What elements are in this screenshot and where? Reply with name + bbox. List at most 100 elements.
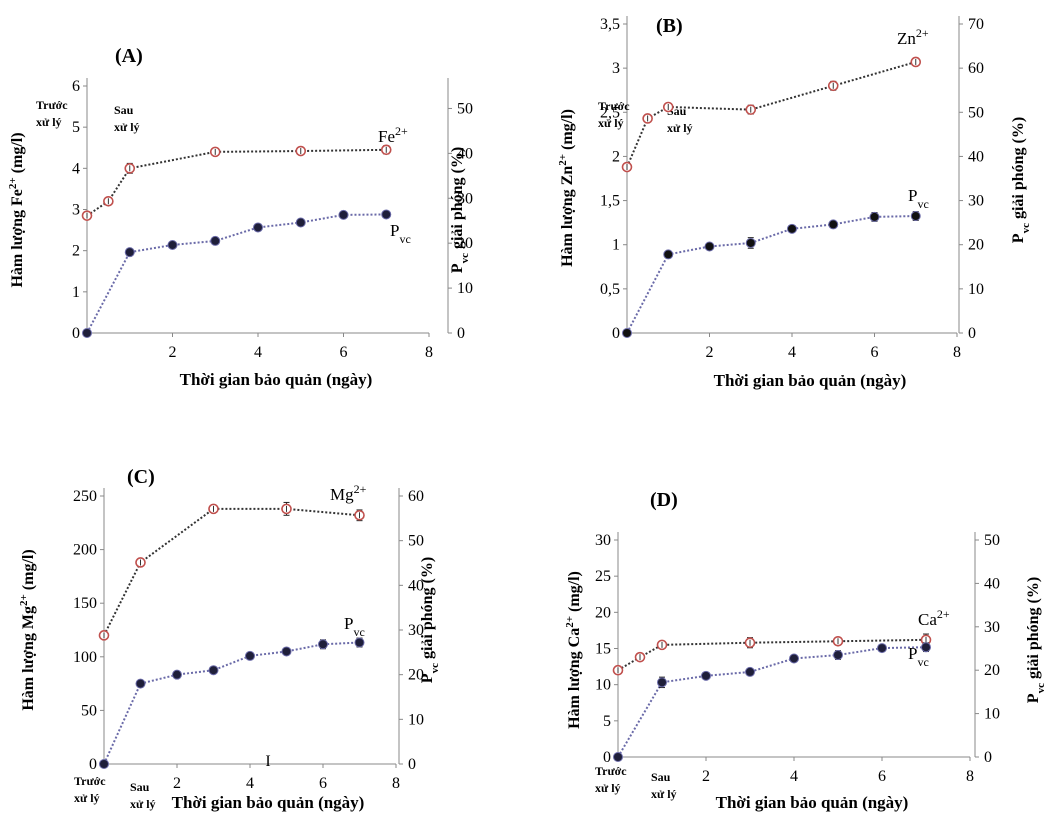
left-tick-label: 5 [603,713,611,730]
right-tick-label: 30 [408,622,424,639]
data-point-p [833,650,843,661]
x-tick-label: 2 [702,768,710,785]
x-category-label: xử lý [130,797,156,811]
series-label-ca: Ca2+ [918,607,950,629]
left-tick-label: 3 [612,60,620,77]
data-point-p [354,637,365,648]
right-tick-label: 0 [984,749,992,766]
left-axis-title-sup: 2+ [557,154,569,166]
series-line-zn [626,61,917,168]
series-line-mg [103,507,360,636]
x-category-label: xử lý [651,787,677,801]
x-tick-label: 4 [790,768,798,785]
left-axis-title-part: (mg/l) [559,109,576,154]
left-axis-title: Hàm lượng Ca2+ (mg/l) [564,571,583,729]
left-tick-label: 30 [595,532,611,549]
right-axis-title-part: giải phóng (%) [449,147,466,253]
x-tick-label: 6 [871,344,879,361]
x-category-label: Trước [36,98,68,112]
data-point-p [910,211,921,222]
left-axis-title-sup: 2+ [564,616,576,628]
data-point-p [663,249,674,260]
panel-label: (C) [127,466,155,488]
panel-label: (A) [115,45,143,67]
series-label-sup: 2+ [395,124,408,138]
series-label-sub: vc [917,655,928,669]
left-tick-label: 3 [72,202,80,219]
x-tick-label: 2 [173,775,181,792]
right-tick-label: 10 [968,281,984,298]
right-axis-title-part: giải phóng (%) [1025,577,1042,683]
data-point-p [338,209,349,220]
data-point-p [745,666,755,677]
series-label-sub: vc [917,197,928,211]
left-tick-label: 2,5 [600,104,620,121]
x-category-label: Trước [598,99,630,113]
left-tick-label: 2 [72,243,80,260]
right-tick-label: 40 [408,577,424,594]
data-point-p [210,235,221,246]
right-tick-label: 0 [457,325,465,342]
left-tick-label: 100 [73,649,97,666]
right-tick-label: 0 [968,325,976,342]
series-label-sub: vc [399,232,410,246]
left-axis-title: Hàm lượng Mg2+ (mg/l) [18,549,37,710]
data-point-p [789,653,799,664]
left-axis-title-part: Hàm lượng Fe [9,189,26,287]
x-tick-label: 4 [788,344,796,361]
left-axis-title-part: (mg/l) [9,132,26,177]
right-tick-label: 60 [408,488,424,505]
series-label-base: Mg [330,485,354,504]
left-axis-title-part: (mg/l) [20,549,37,594]
x-category-label: xử lý [667,121,693,135]
data-point-p [281,646,292,657]
data-point-p [828,219,839,230]
left-axis-title-sup: 2+ [18,594,30,606]
right-tick-label: 0 [408,756,416,773]
right-tick-label: 30 [457,190,473,207]
right-tick-label: 20 [984,662,1000,679]
series-label-sup: 2+ [916,26,929,40]
x-category-label: Trước [595,764,627,778]
x-axis-title: Thời gian bảo quản (ngày) [716,793,909,812]
left-axis-title: Hàm lượng Fe2+ (mg/l) [7,132,26,287]
x-tick-label: 4 [246,775,254,792]
data-point-p [124,247,135,258]
series-label-base: P [390,221,399,240]
right-axis-title-part: P [449,263,466,273]
series-label-zn: Zn2+ [897,26,929,48]
right-tick-label: 40 [984,575,1000,592]
series-label-sup: 2+ [354,482,367,496]
x-tick-label: 8 [425,344,433,361]
series-label-p: Pvc [908,186,929,211]
chart-panel-a: (A) 0 1 2 3 4 5 6 0 10 20 30 40 50 2 4 6 8 Trước xử lý Sau xử… [7,45,473,389]
data-point-p [245,650,255,661]
x-category-label: Sau [651,770,671,784]
left-tick-label: 1 [612,237,620,254]
right-tick-label: 50 [968,104,984,121]
x-category-label: xử lý [74,791,100,805]
series-label-sub: vc [353,625,364,639]
left-tick-label: 3,5 [600,16,620,33]
x-category-label: Sau [114,103,134,117]
series-label-fe: Fe2+ [378,124,408,146]
data-point-p [318,639,328,650]
right-axis-title-part: giải phóng (%) [1010,117,1027,223]
right-tick-label: 20 [408,667,424,684]
data-point-p [135,678,146,689]
series-label-base: Fe [378,127,395,146]
data-point-p [787,223,797,234]
right-tick-label: 20 [968,237,984,254]
series-label-mg: Mg2+ [330,482,367,504]
right-tick-label: 10 [408,711,424,728]
right-axis-title-sub: vc [459,253,471,264]
right-tick-label: 30 [968,193,984,210]
left-tick-label: 15 [595,641,611,658]
left-tick-label: 200 [73,542,97,559]
x-axis-title: Thời gian bảo quản (ngày) [172,793,365,812]
left-axis-title-part: Hàm lượng Mg [20,606,37,711]
data-point-p [82,328,92,338]
data-point-p [172,669,182,680]
x-tick-label: 8 [966,768,974,785]
series-line-p [86,213,387,334]
